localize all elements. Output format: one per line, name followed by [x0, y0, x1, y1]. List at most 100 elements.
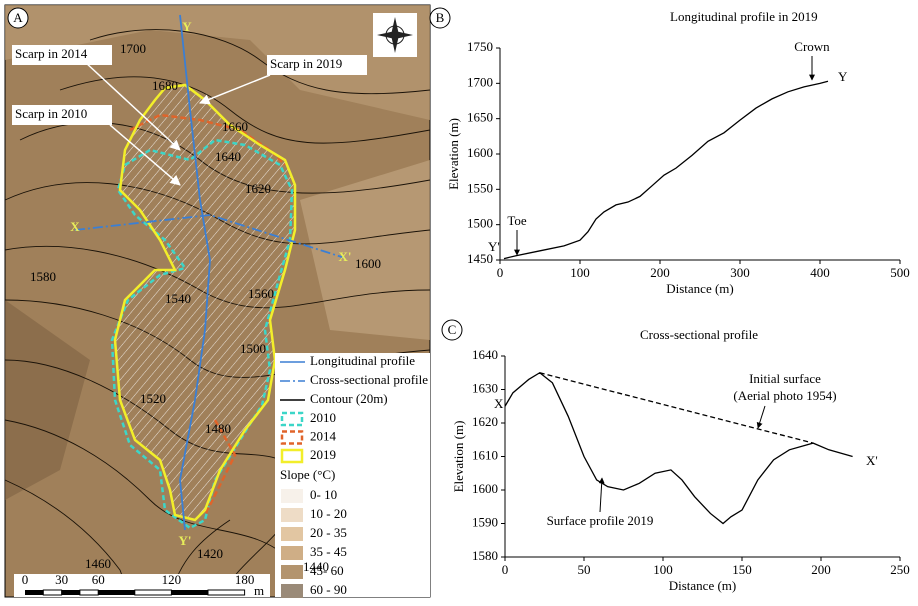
y-tick-label: 1700 [467, 74, 493, 89]
y-tick-label: 1550 [467, 180, 493, 195]
panel-label: B [436, 10, 445, 25]
x-tick-label: 200 [650, 265, 670, 280]
contour-label: 1640 [215, 149, 241, 164]
annotation: (Aerial photo 1954) [733, 388, 836, 403]
legend-label: 20 - 35 [310, 525, 347, 540]
x-tick-label: 150 [732, 562, 752, 577]
y-tick-label: 1580 [472, 548, 498, 563]
scale-label: 120 [162, 572, 182, 587]
y-tick-label: 1750 [467, 39, 493, 54]
scale-label: 60 [92, 572, 105, 587]
legend-label: 10 - 20 [310, 506, 347, 521]
profile-label: X [70, 219, 80, 234]
legend-title: Slope (°C) [280, 467, 335, 482]
x-tick-label: 250 [890, 562, 910, 577]
profile-label: Y' [179, 533, 192, 548]
scale-unit: m [254, 583, 264, 598]
legend-label: 2010 [310, 410, 336, 425]
legend-label: 2014 [310, 428, 337, 443]
panel-label: A [13, 10, 23, 25]
annotation-arrow [758, 406, 765, 428]
y-axis-label: Elevation (m) [451, 421, 466, 493]
contour-label: 1500 [240, 341, 266, 356]
legend-swatch [281, 584, 303, 598]
profile-line [504, 81, 828, 258]
x-axis-label: Distance (m) [669, 578, 737, 593]
chart-title: Longitudinal profile in 2019 [670, 9, 818, 24]
x-tick-label: 300 [730, 265, 750, 280]
y-axis-label: Elevation (m) [446, 118, 461, 190]
scale-segment [43, 590, 61, 595]
y-tick-label: 1630 [472, 380, 498, 395]
annotation: Y [838, 69, 848, 84]
legend-label: 0- 10 [310, 487, 337, 502]
y-tick-label: 1640 [472, 347, 498, 362]
y-tick-label: 1590 [472, 514, 498, 529]
contour-label: 1460 [85, 556, 111, 571]
annotation: Crown [794, 39, 830, 54]
annotation: Toe [507, 213, 527, 228]
series-label: Surface profile 2019 [547, 513, 654, 528]
scale-segment [62, 590, 80, 595]
x-tick-label: 200 [811, 562, 831, 577]
y-tick-label: 1610 [472, 447, 498, 462]
y-tick-label: 1600 [472, 481, 498, 496]
legend-swatch [281, 527, 303, 541]
scale-segment [98, 590, 135, 595]
legend-swatch [281, 508, 303, 522]
series-label: Initial surface [749, 371, 821, 386]
contour-label: 1700 [120, 41, 146, 56]
legend-label: 2019 [310, 447, 336, 462]
legend-swatch [281, 546, 303, 560]
contour-label: 1680 [152, 78, 178, 93]
profile-label: X' [339, 249, 352, 264]
contour-label: 1600 [355, 256, 381, 271]
legend-label: 60 - 90 [310, 582, 347, 597]
scarp-label: Scarp in 2014 [15, 46, 88, 61]
contour-label: 1620 [245, 181, 271, 196]
y-tick-label: 1650 [467, 110, 493, 125]
scarp-label: Scarp in 2010 [15, 106, 87, 121]
profile-label: Y [182, 19, 192, 34]
scale-label: 180 [235, 572, 255, 587]
y-tick-label: 1600 [467, 145, 493, 160]
map-panel [5, 5, 430, 597]
y-tick-label: 1620 [472, 414, 498, 429]
x-tick-label: 50 [578, 562, 591, 577]
x-tick-label: 100 [570, 265, 590, 280]
scale-segment [135, 590, 172, 595]
scale-segment [171, 590, 208, 595]
legend-label: Longitudinal profile [310, 353, 415, 368]
annotation: X' [866, 453, 878, 468]
scarp-label: Scarp in 2019 [270, 56, 342, 71]
x-tick-label: 500 [890, 265, 910, 280]
legend-label: 35 - 45 [310, 544, 347, 559]
contour-label: 1660 [222, 119, 248, 134]
x-tick-label: 400 [810, 265, 830, 280]
x-axis-label: Distance (m) [666, 281, 734, 296]
y-tick-label: 1500 [467, 216, 493, 231]
scale-segment [25, 590, 43, 595]
contour-label: 1580 [30, 269, 56, 284]
contour-label: 1560 [248, 286, 274, 301]
legend-label: 45- 60 [310, 563, 344, 578]
contour-label: 1520 [140, 391, 166, 406]
scale-label: 30 [55, 572, 68, 587]
figure: A Scarp in 2014 Scarp in 2019 Scarp in 2010… [0, 0, 918, 601]
chart-title: Cross-sectional profile [640, 327, 758, 342]
legend-swatch [281, 489, 303, 503]
scale-label: 0 [22, 572, 29, 587]
panel-label: C [448, 322, 457, 337]
contour-label: 1480 [205, 421, 231, 436]
scale-segment [208, 590, 245, 595]
x-tick-label: 0 [502, 562, 509, 577]
x-tick-label: 100 [653, 562, 673, 577]
contour-label: 1540 [165, 291, 191, 306]
annotation: Y' [488, 239, 500, 254]
x-tick-label: 0 [497, 265, 504, 280]
contour-label: 1420 [197, 546, 223, 561]
legend-label: Contour (20m) [310, 391, 388, 406]
annotation: X [494, 396, 504, 411]
legend-label: Cross-sectional profile [310, 372, 428, 387]
scale-segment [80, 590, 98, 595]
